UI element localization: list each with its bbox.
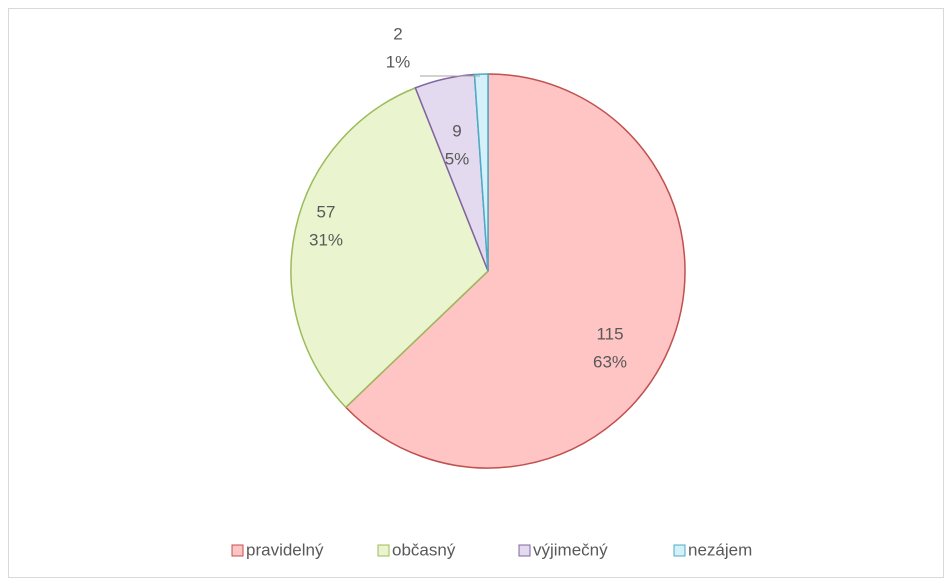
pie-slice xyxy=(290,86,489,409)
legend-label: pravidelný xyxy=(246,540,324,559)
legend-swatch xyxy=(377,544,390,557)
legend-swatch xyxy=(231,544,244,557)
data-label: 115 xyxy=(596,324,623,343)
data-label: 2 xyxy=(393,24,402,43)
percent-label: 31% xyxy=(309,230,343,249)
percent-label: 63% xyxy=(593,352,627,371)
pie-slice xyxy=(344,73,686,469)
percent-label: 5% xyxy=(445,149,470,168)
legend-swatch xyxy=(673,544,686,557)
legend-label: nezájem xyxy=(688,540,752,559)
legend-label: výjimečný xyxy=(533,540,608,559)
percent-label: 1% xyxy=(386,52,411,71)
data-label: 9 xyxy=(452,121,461,140)
data-label: 57 xyxy=(317,202,336,221)
legend-swatch xyxy=(518,544,531,557)
pie-slice xyxy=(473,73,489,272)
legend-label: občasný xyxy=(392,540,456,559)
